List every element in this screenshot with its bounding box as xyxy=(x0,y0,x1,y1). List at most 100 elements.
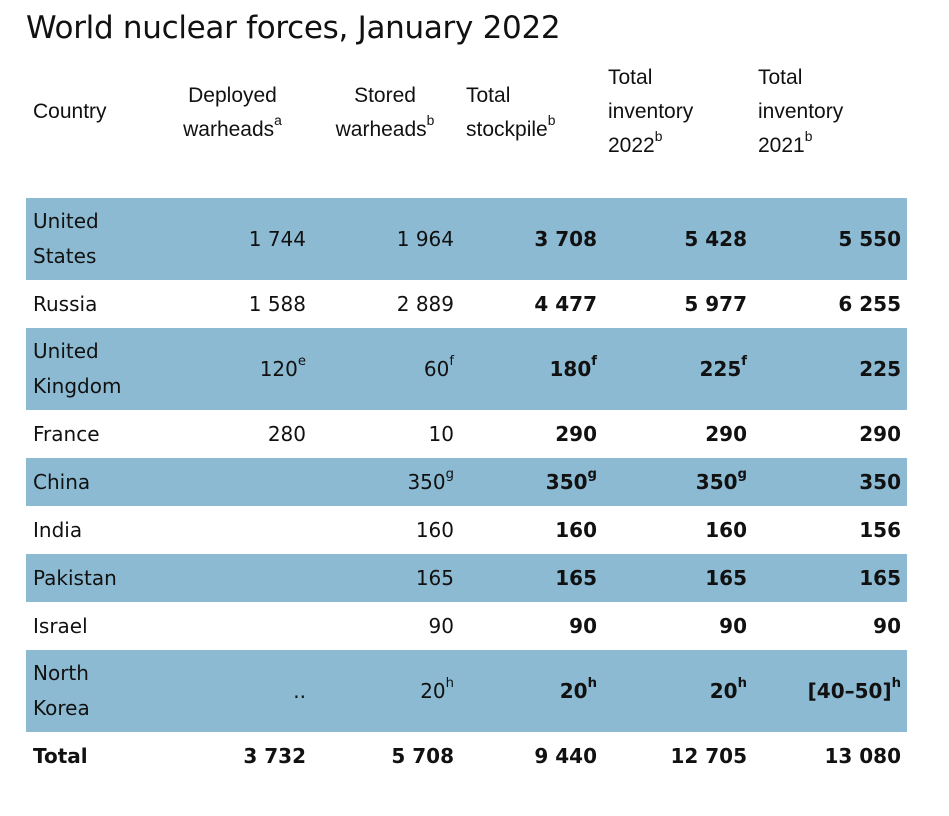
deployed-cell xyxy=(161,554,312,602)
header-deployed-footnote: a xyxy=(274,111,282,128)
inventory-2022-cell: 160 xyxy=(705,518,747,542)
country-cell: Israel xyxy=(26,602,161,650)
header-stockpile-line2: stockpile xyxy=(466,118,548,141)
country-cell: Pakistan xyxy=(26,554,161,602)
country-name-line2: States xyxy=(33,244,97,268)
table-row-china: China 350g 350g 350g 350 xyxy=(26,458,907,506)
stockpile-cell: 3 708 xyxy=(460,198,603,280)
nuclear-forces-table: United States 1 744 1 964 3 708 5 428 5 5… xyxy=(26,198,907,780)
table-row-north-korea: North Korea .. 20h 20h 20h [40–50]h xyxy=(26,650,907,732)
stockpile-cell: 165 xyxy=(460,554,603,602)
inventory-2021-cell: 225 xyxy=(753,328,907,410)
stockpile-cell: 290 xyxy=(555,422,597,446)
header-inv2022-footnote: b xyxy=(654,127,663,144)
inventory-2021-cell: 290 xyxy=(859,422,901,446)
header-inv2021-line3: 2021 xyxy=(758,134,805,157)
inventory-2022-cell: 290 xyxy=(705,422,747,446)
table-row-israel: Israel 90 90 90 90 xyxy=(26,602,907,650)
table-row-france: France 280 10 290 290 290 xyxy=(26,410,907,458)
deployed-cell: 1 588 xyxy=(248,292,306,316)
stored-cell: 90 xyxy=(428,614,454,638)
stored-cell: 160 xyxy=(415,518,454,542)
stockpile-cell: 90 xyxy=(569,614,597,638)
table-row-united-kingdom: United Kingdom 120e 60f 180f 225f 225 xyxy=(26,328,907,410)
stockpile-cell: 20h xyxy=(460,650,603,732)
stored-cell: 60f xyxy=(312,328,460,410)
total-stockpile: 9 440 xyxy=(534,744,597,768)
country-cell: United States xyxy=(26,198,161,280)
deployed-cell xyxy=(161,506,312,554)
deployed-cell: 280 xyxy=(267,422,306,446)
stored-cell: 10 xyxy=(428,422,454,446)
country-name-line1: India xyxy=(33,517,83,542)
header-inv2021-line2: inventory xyxy=(758,100,844,123)
table-row-india: India 160 160 160 156 xyxy=(26,506,907,554)
country-name-line1: United xyxy=(33,209,99,233)
country-name-line1: Israel xyxy=(33,613,88,638)
country-cell: North Korea xyxy=(26,650,161,732)
country-cell: France xyxy=(26,410,161,458)
inventory-2021-cell: 5 550 xyxy=(753,198,907,280)
inventory-2021-cell: 165 xyxy=(753,554,907,602)
country-name-line1: North xyxy=(33,661,89,685)
inventory-2021-cell: 90 xyxy=(873,614,901,638)
table-row-united-states: United States 1 744 1 964 3 708 5 428 5 5… xyxy=(26,198,907,280)
header-deployed-line1: Deployed xyxy=(188,84,277,107)
inventory-2022-cell: 225f xyxy=(603,328,753,410)
header-stockpile: Total stockpileb xyxy=(466,79,555,147)
header-deployed: Deployed warheadsa xyxy=(170,79,295,147)
country-name-line2: Korea xyxy=(33,696,90,720)
country-name-line1: Pakistan xyxy=(33,565,117,590)
country-name-line2: Kingdom xyxy=(33,374,122,398)
inventory-2022-cell: 165 xyxy=(603,554,753,602)
inventory-2021-cell: 6 255 xyxy=(838,292,901,316)
stored-cell: 2 889 xyxy=(396,292,454,316)
header-inventory-2021: Total inventory 2021b xyxy=(758,61,843,163)
total-inventory-2022: 12 705 xyxy=(670,744,747,768)
stockpile-cell: 4 477 xyxy=(534,292,597,316)
inventory-2022-cell: 350g xyxy=(603,458,753,506)
inventory-2022-cell: 5 977 xyxy=(684,292,747,316)
header-inv2022-line2: inventory xyxy=(608,100,694,123)
total-stored: 5 708 xyxy=(391,744,454,768)
header-stored-line2: warheads xyxy=(335,118,427,141)
header-inv2021-line1: Total xyxy=(758,66,803,89)
header-stored: Stored warheadsb xyxy=(325,79,445,147)
stored-cell: 1 964 xyxy=(312,198,460,280)
header-deployed-line2: warheads xyxy=(183,118,275,141)
stored-cell: 165 xyxy=(312,554,460,602)
header-stockpile-footnote: b xyxy=(547,111,556,128)
table-row-total: Total 3 732 5 708 9 440 12 705 13 080 xyxy=(26,732,907,780)
table-row-pakistan: Pakistan 165 165 165 165 xyxy=(26,554,907,602)
header-inv2022-line3: 2022 xyxy=(608,134,655,157)
stockpile-cell: 160 xyxy=(555,518,597,542)
inventory-2022-cell: 20h xyxy=(603,650,753,732)
total-inventory-2021: 13 080 xyxy=(824,744,901,768)
country-cell: Russia xyxy=(26,280,161,328)
header-stored-footnote: b xyxy=(426,111,435,128)
country-cell: China xyxy=(26,458,161,506)
country-name-line1: China xyxy=(33,469,91,494)
deployed-cell xyxy=(161,458,312,506)
deployed-cell xyxy=(161,602,312,650)
inventory-2022-cell: 5 428 xyxy=(603,198,753,280)
country-name-line1: United xyxy=(33,339,99,363)
header-stored-line1: Stored xyxy=(354,84,416,107)
inventory-2022-cell: 90 xyxy=(719,614,747,638)
header-inv2022-line1: Total xyxy=(608,66,653,89)
stockpile-cell: 180f xyxy=(460,328,603,410)
header-stockpile-line1: Total xyxy=(466,84,511,107)
stored-cell: 350g xyxy=(312,458,460,506)
stockpile-cell: 350g xyxy=(460,458,603,506)
country-name-line1: France xyxy=(33,421,100,446)
country-cell: India xyxy=(26,506,161,554)
inventory-2021-cell: [40–50]h xyxy=(753,650,907,732)
deployed-cell: .. xyxy=(161,650,312,732)
deployed-cell: 120e xyxy=(161,328,312,410)
stored-cell: 20h xyxy=(312,650,460,732)
country-cell: United Kingdom xyxy=(26,328,161,410)
header-inventory-2022: Total inventory 2022b xyxy=(608,61,693,163)
page-title: World nuclear forces, January 2022 xyxy=(26,10,561,46)
total-deployed: 3 732 xyxy=(243,744,306,768)
header-country: Country xyxy=(33,100,107,123)
